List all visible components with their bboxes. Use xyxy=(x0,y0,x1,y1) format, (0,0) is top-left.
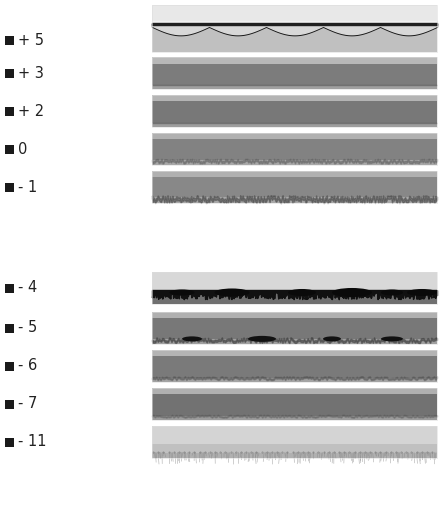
Ellipse shape xyxy=(381,290,403,296)
Bar xyxy=(5,145,14,154)
Text: - 4: - 4 xyxy=(18,280,37,296)
Bar xyxy=(152,101,437,123)
Bar xyxy=(152,416,437,420)
Bar xyxy=(152,378,437,382)
Bar xyxy=(152,133,437,139)
Text: + 5: + 5 xyxy=(18,33,44,48)
Bar xyxy=(152,57,437,89)
Bar xyxy=(152,339,437,344)
Bar xyxy=(152,426,437,444)
Bar xyxy=(152,312,437,319)
Bar xyxy=(152,85,437,89)
Bar xyxy=(152,123,437,127)
Bar xyxy=(152,5,437,23)
Bar xyxy=(152,177,437,197)
Bar xyxy=(5,284,14,293)
Bar xyxy=(152,272,437,289)
Bar xyxy=(5,361,14,371)
Text: - 7: - 7 xyxy=(18,397,37,411)
Bar xyxy=(5,36,14,45)
Bar xyxy=(152,350,437,382)
Bar xyxy=(152,426,437,458)
Bar xyxy=(152,356,437,378)
Bar xyxy=(152,95,437,101)
Ellipse shape xyxy=(248,336,276,342)
Bar xyxy=(152,197,437,203)
Bar xyxy=(5,438,14,446)
Ellipse shape xyxy=(323,336,341,342)
Bar xyxy=(152,312,437,344)
Ellipse shape xyxy=(170,290,194,296)
Bar xyxy=(152,139,437,160)
Bar xyxy=(152,95,437,127)
Text: + 3: + 3 xyxy=(18,66,44,80)
Bar xyxy=(152,350,437,356)
Bar xyxy=(152,160,437,165)
Bar xyxy=(152,23,437,52)
Text: + 2: + 2 xyxy=(18,103,44,119)
Text: - 11: - 11 xyxy=(18,435,47,449)
Ellipse shape xyxy=(332,288,372,297)
Bar xyxy=(152,171,437,203)
Bar xyxy=(5,324,14,332)
Bar xyxy=(5,183,14,191)
Bar xyxy=(152,453,437,458)
Bar xyxy=(152,133,437,165)
Bar xyxy=(152,444,437,453)
Bar xyxy=(152,171,437,177)
Ellipse shape xyxy=(288,289,316,296)
Bar xyxy=(152,319,437,339)
Ellipse shape xyxy=(214,289,250,296)
Bar xyxy=(152,289,437,291)
Bar xyxy=(152,64,437,85)
Text: 0: 0 xyxy=(18,142,28,156)
Bar xyxy=(152,388,437,394)
Bar xyxy=(5,400,14,409)
Bar xyxy=(152,388,437,420)
Bar xyxy=(152,272,437,304)
Bar xyxy=(152,394,437,416)
Text: - 1: - 1 xyxy=(18,180,37,194)
Ellipse shape xyxy=(381,336,403,342)
Bar xyxy=(152,5,437,52)
Ellipse shape xyxy=(407,289,437,296)
Bar xyxy=(5,106,14,116)
Text: - 5: - 5 xyxy=(18,321,37,335)
Bar xyxy=(152,291,437,304)
Bar xyxy=(152,57,437,64)
Text: - 6: - 6 xyxy=(18,358,37,374)
Ellipse shape xyxy=(182,336,202,342)
Bar xyxy=(5,69,14,77)
